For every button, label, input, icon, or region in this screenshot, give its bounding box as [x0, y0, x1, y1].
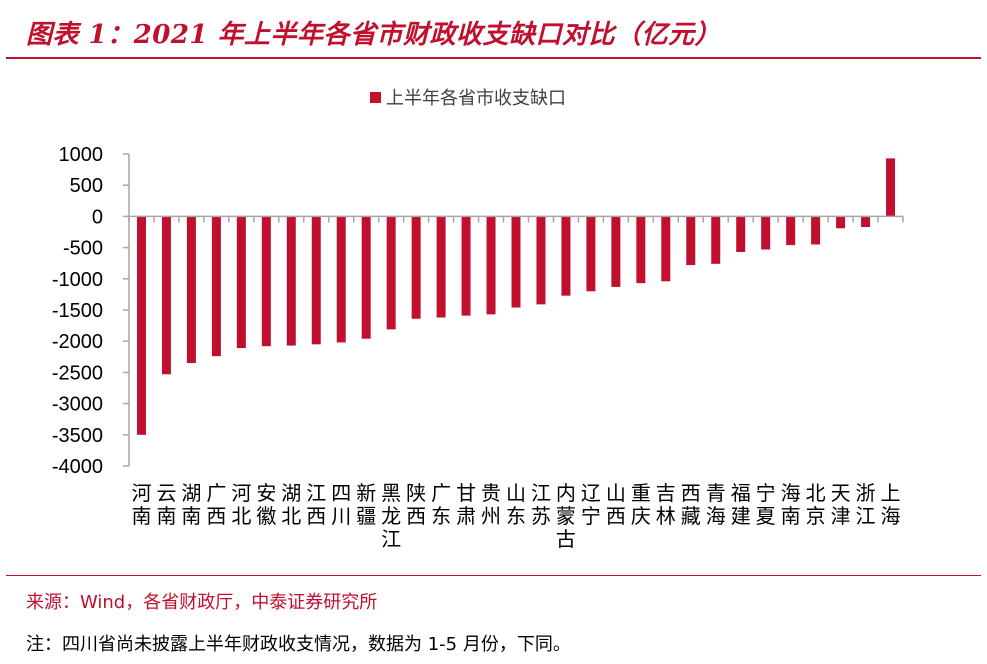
- bar: [636, 216, 646, 284]
- bar: [611, 216, 621, 287]
- bar: [386, 216, 396, 330]
- x-tick-label: 广东: [431, 481, 451, 528]
- bar: [286, 216, 296, 346]
- y-tick-label: -2000: [52, 331, 103, 353]
- x-tick-label: 山东: [506, 481, 526, 528]
- bar: [586, 216, 596, 292]
- x-tick-label: 西藏: [681, 481, 701, 528]
- top-rule: [6, 57, 981, 59]
- bar: [711, 216, 721, 264]
- x-tick-label: 黑龙江: [381, 481, 401, 551]
- bar: [161, 216, 171, 375]
- x-tick-label: 上海: [881, 481, 901, 528]
- bottom-rule: [6, 575, 981, 576]
- x-tick-label: 四川: [331, 481, 351, 528]
- x-tick-label: 甘肃: [456, 481, 476, 528]
- bar: [236, 216, 246, 349]
- bar: [511, 216, 521, 308]
- x-tick-label: 宁夏: [756, 481, 776, 528]
- bar: [486, 216, 496, 315]
- y-tick-label: -1000: [52, 269, 103, 291]
- legend-swatch: [370, 92, 381, 103]
- x-tick-label: 江苏: [531, 481, 551, 528]
- y-tick-label: -1500: [52, 300, 103, 322]
- y-tick-label: -500: [63, 238, 103, 260]
- x-tick-label: 青海: [706, 481, 726, 528]
- bar-chart: 上半年各省市收支缺口 1000 500 0 -500 -1000 -1500 -2000 -25…: [52, 88, 904, 551]
- x-tick-label: 江西: [306, 481, 326, 528]
- bar: [811, 216, 821, 245]
- x-tick-label: 辽宁: [581, 481, 601, 528]
- x-tick-label: 陕西: [406, 481, 426, 528]
- x-tick-label: 天津: [831, 481, 851, 528]
- bar: [686, 216, 696, 266]
- bar: [886, 158, 896, 217]
- bar: [786, 216, 796, 246]
- legend-label: 上半年各省市收支缺口: [386, 88, 566, 109]
- bar: [336, 216, 346, 343]
- bar: [536, 216, 546, 305]
- bar: [736, 216, 746, 252]
- x-tick-label: 河南: [131, 481, 151, 528]
- note-text: 注：四川省尚未披露上半年财政收支情况，数据为 1-5 月份，下同。: [26, 634, 571, 655]
- y-tick-label: 1000: [59, 144, 104, 166]
- bar: [436, 216, 446, 318]
- bar: [136, 216, 146, 435]
- x-tick-label: 福建: [731, 481, 751, 528]
- bar: [361, 216, 371, 339]
- x-tick-label: 广西: [206, 481, 226, 528]
- y-tick-label: -3500: [52, 425, 103, 447]
- y-tick-label: 500: [70, 175, 103, 197]
- x-tick-label: 新疆: [356, 481, 376, 528]
- bar: [661, 216, 671, 282]
- x-tick-label: 贵州: [481, 481, 501, 528]
- bar: [411, 216, 421, 319]
- bar: [211, 216, 221, 357]
- y-tick-label: -2500: [52, 362, 103, 384]
- x-tick-label: 湖南: [181, 481, 201, 528]
- x-tick-label: 重庆: [631, 481, 651, 528]
- y-tick-label: -4000: [52, 456, 103, 478]
- bar: [861, 216, 871, 228]
- bar: [561, 216, 571, 296]
- x-tick-label: 内蒙古: [556, 481, 576, 551]
- x-tick-label: 湖北: [281, 481, 301, 528]
- y-tick-label: -3000: [52, 394, 103, 416]
- figure-title: 图表 1：2021 年上半年各省市财政收支缺口对比（亿元）: [26, 20, 722, 50]
- x-tick-label: 海南: [781, 481, 801, 528]
- bar: [761, 216, 771, 250]
- x-tick-label: 河北: [231, 481, 251, 528]
- bar: [836, 216, 846, 229]
- source-text: 来源：Wind，各省财政厅，中泰证券研究所: [26, 592, 378, 613]
- x-tick-label: 吉林: [656, 481, 676, 528]
- x-tick-label: 安徽: [256, 481, 276, 528]
- x-tick-label: 云南: [156, 481, 176, 528]
- bar: [261, 216, 271, 347]
- y-tick-label: 0: [92, 206, 103, 228]
- x-tick-label: 北京: [806, 481, 826, 528]
- bar: [186, 216, 196, 364]
- bar: [311, 216, 321, 345]
- x-tick-label: 山西: [606, 481, 626, 528]
- x-tick-label: 浙江: [856, 481, 876, 528]
- bar: [461, 216, 471, 316]
